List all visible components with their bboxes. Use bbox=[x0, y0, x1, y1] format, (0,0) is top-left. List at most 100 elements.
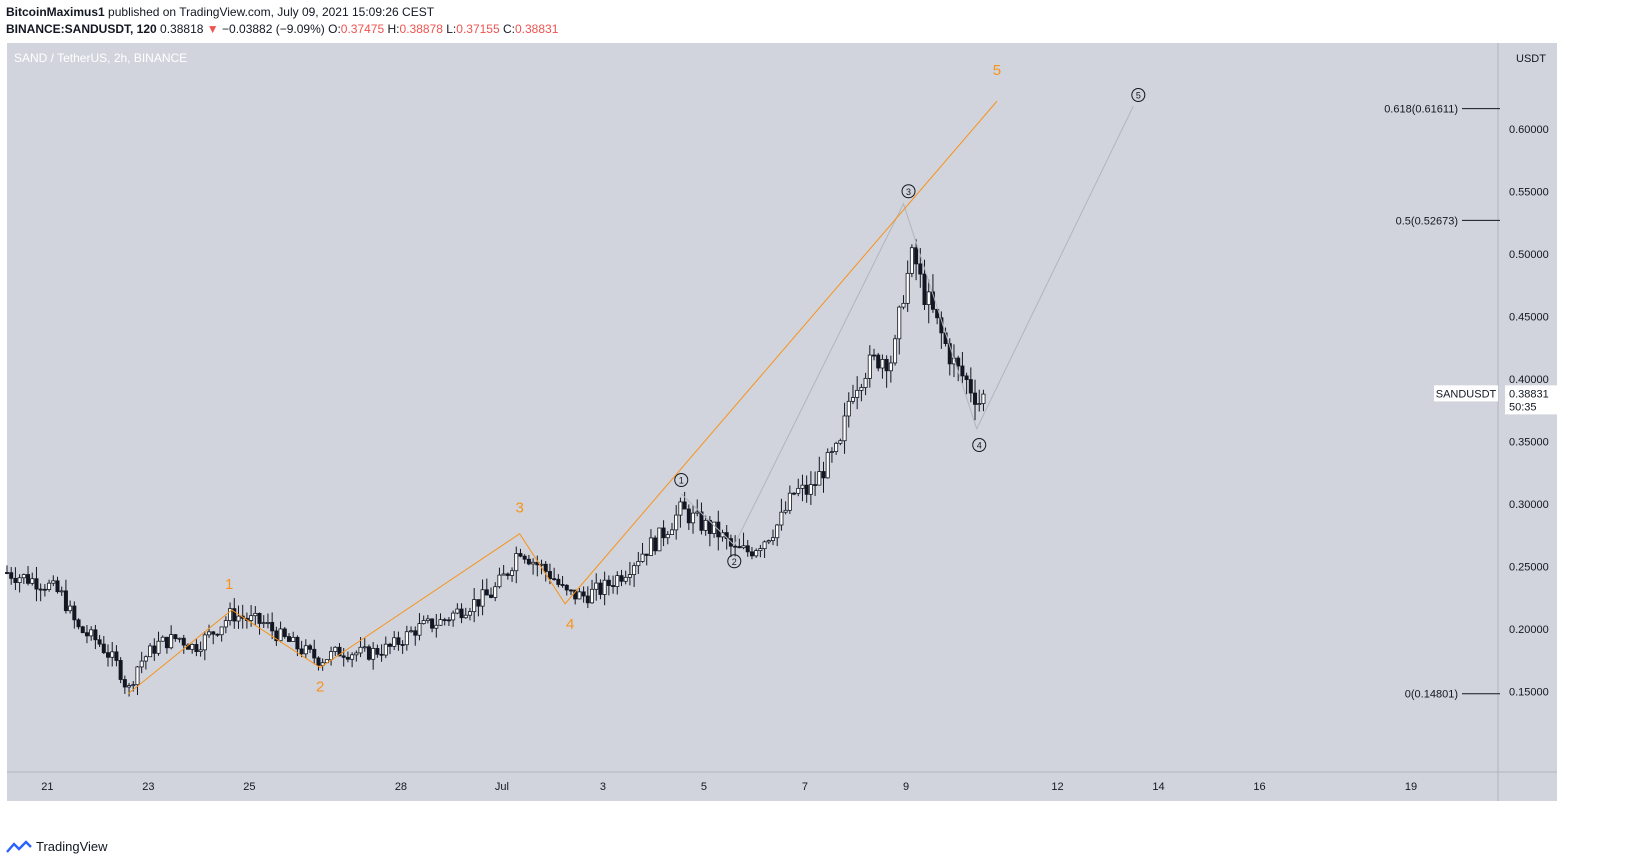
candle-body bbox=[270, 622, 275, 632]
sub-wave-circle bbox=[1131, 88, 1146, 102]
currency-label: USDT bbox=[1516, 53, 1546, 65]
candle-body bbox=[880, 358, 885, 369]
high-label: H: bbox=[387, 22, 400, 36]
primary-wave-label: 4 bbox=[566, 616, 574, 633]
candle-body bbox=[446, 619, 451, 622]
candle-body bbox=[114, 651, 119, 661]
candle-body bbox=[501, 573, 506, 576]
candle-body bbox=[442, 619, 447, 622]
candle-body bbox=[594, 582, 599, 590]
candle-body bbox=[400, 644, 405, 646]
candle-body bbox=[905, 272, 910, 304]
price-tick-label: 0.25000 bbox=[1509, 561, 1549, 573]
candle-body bbox=[825, 452, 830, 479]
candle-body bbox=[766, 540, 771, 543]
candle-body bbox=[691, 512, 696, 524]
candle-body bbox=[796, 487, 801, 494]
change-text: −0.03882 (−9.09%) bbox=[222, 22, 325, 36]
candle-body bbox=[893, 338, 898, 364]
tradingview-logo-icon bbox=[6, 839, 32, 853]
footer-brand[interactable]: TradingView bbox=[36, 839, 108, 854]
chart-background bbox=[7, 43, 1557, 801]
candle-body bbox=[434, 624, 439, 629]
candle-body bbox=[438, 619, 443, 626]
fib-label: 0.618(0.61611) bbox=[1384, 104, 1458, 116]
candle-body bbox=[581, 591, 586, 597]
candle-body bbox=[564, 584, 569, 591]
candle-body bbox=[156, 640, 161, 654]
candle-body bbox=[556, 578, 561, 585]
candle-body bbox=[417, 623, 422, 636]
candle-body bbox=[678, 501, 683, 516]
candle-body bbox=[543, 563, 548, 572]
price-tick-label: 0.40000 bbox=[1509, 374, 1549, 386]
candle-body bbox=[813, 484, 818, 486]
close-label: C: bbox=[503, 22, 515, 36]
price-value-box bbox=[1505, 385, 1557, 415]
candle-body bbox=[552, 578, 557, 581]
sub-wave-line bbox=[680, 106, 1134, 546]
time-tick-label: 16 bbox=[1253, 781, 1265, 793]
candle-body bbox=[341, 655, 346, 658]
candle-body bbox=[139, 660, 144, 668]
candle-body bbox=[956, 357, 961, 367]
candle-body bbox=[21, 574, 26, 579]
sub-wave-circle bbox=[674, 473, 689, 487]
candle-body bbox=[489, 594, 494, 598]
candle-body bbox=[337, 646, 342, 657]
candle-body bbox=[800, 484, 805, 489]
candle-body bbox=[897, 306, 902, 340]
price-tick-label: 0.60000 bbox=[1509, 124, 1549, 136]
candle-body bbox=[173, 634, 178, 640]
time-tick-label: 3 bbox=[600, 781, 606, 793]
candle-body bbox=[291, 636, 296, 642]
price-axis[interactable]: 0.15000 0.20000 0.25000 0.30000 0.35000 0.400… bbox=[1509, 124, 1549, 699]
low-value: 0.37155 bbox=[456, 22, 500, 36]
candle-body bbox=[846, 400, 851, 417]
candle-body bbox=[47, 582, 52, 591]
candle-body bbox=[122, 679, 127, 688]
candle-body bbox=[223, 620, 228, 628]
time-tick-label: 28 bbox=[395, 781, 407, 793]
candle-body bbox=[286, 636, 291, 642]
price-countdown-text: 50:35 bbox=[1509, 401, 1537, 413]
candle-body bbox=[249, 615, 254, 621]
candle-body bbox=[451, 612, 456, 621]
candle-body bbox=[274, 630, 279, 642]
candle-body bbox=[850, 397, 855, 402]
candle-body bbox=[661, 527, 666, 539]
last-price: 0.38818 bbox=[160, 22, 204, 36]
candle-body bbox=[164, 636, 169, 649]
candle-body bbox=[472, 599, 477, 613]
candle-body bbox=[358, 646, 363, 654]
candle-body bbox=[455, 608, 460, 614]
candle-body bbox=[9, 572, 14, 579]
sub-wave-label: 1 bbox=[679, 476, 684, 486]
candle-body bbox=[160, 636, 165, 642]
candle-body bbox=[463, 614, 468, 619]
price-value-text: 0.38831 bbox=[1509, 388, 1549, 400]
candle-body bbox=[345, 656, 350, 660]
candle-body bbox=[430, 618, 435, 629]
sub-wave-circle bbox=[901, 184, 916, 199]
candle-body bbox=[362, 646, 367, 649]
candle-body bbox=[821, 471, 826, 479]
high-value: 0.38878 bbox=[399, 22, 443, 36]
candle-body bbox=[383, 643, 388, 656]
time-tick-label: 14 bbox=[1152, 781, 1164, 793]
price-tick-label: 0.50000 bbox=[1509, 249, 1549, 261]
candle-body bbox=[547, 571, 552, 580]
candle-body bbox=[531, 561, 536, 565]
candle-body bbox=[5, 572, 10, 574]
candle-body bbox=[194, 644, 199, 652]
primary-wave-label: 5 bbox=[993, 62, 1001, 79]
time-axis[interactable]: 21 23 25 28 Jul 3 5 7 9 12 14 16 19 bbox=[41, 781, 1417, 793]
sub-wave-circle bbox=[727, 554, 742, 569]
candle-body bbox=[177, 637, 182, 640]
candle-body bbox=[901, 302, 906, 308]
candle-body bbox=[914, 247, 919, 265]
candle-body bbox=[282, 628, 287, 637]
candle-body bbox=[34, 578, 39, 590]
author-name[interactable]: BitcoinMaximus1 bbox=[6, 5, 105, 19]
